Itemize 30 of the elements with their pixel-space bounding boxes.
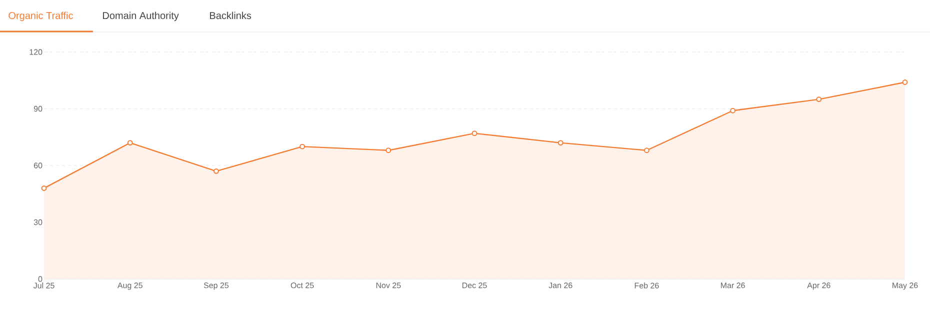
point: [730, 108, 736, 114]
y-tick-label: 0: [38, 276, 42, 282]
x-tick-label: Jul 25: [33, 282, 54, 288]
point: [386, 148, 392, 154]
x-tick-label: Jan 26: [548, 282, 572, 288]
y-tick-label: 90: [34, 106, 42, 112]
point: [902, 80, 908, 85]
x-tick-label: Mar 26: [721, 282, 745, 288]
point: [300, 144, 306, 150]
x-tick-label: Dec 25: [462, 282, 487, 288]
point: [816, 96, 822, 102]
point: [127, 140, 133, 146]
point: [41, 185, 47, 191]
point: [558, 140, 564, 146]
text: Organic Traffic: [8, 12, 73, 22]
x-tick-label: Sep 25: [204, 282, 229, 290]
x-tick-label: May 26: [892, 282, 918, 290]
x-tick-label: Feb 26: [634, 282, 659, 288]
point: [214, 168, 219, 174]
text: Backlinks: [210, 12, 252, 20]
y-tick-label: 30: [34, 219, 42, 226]
point: [472, 130, 478, 136]
y-tick-label: 120: [30, 49, 42, 55]
text: Domain Authority: [103, 12, 179, 22]
point: [644, 148, 650, 154]
x-tick-label: Nov 25: [376, 282, 401, 288]
x-tick-label: Oct 25: [290, 282, 314, 288]
x-tick-label: Aug 25: [117, 282, 142, 290]
x-tick-label: Apr 26: [807, 282, 830, 290]
y-tick-label: 60: [34, 162, 42, 168]
